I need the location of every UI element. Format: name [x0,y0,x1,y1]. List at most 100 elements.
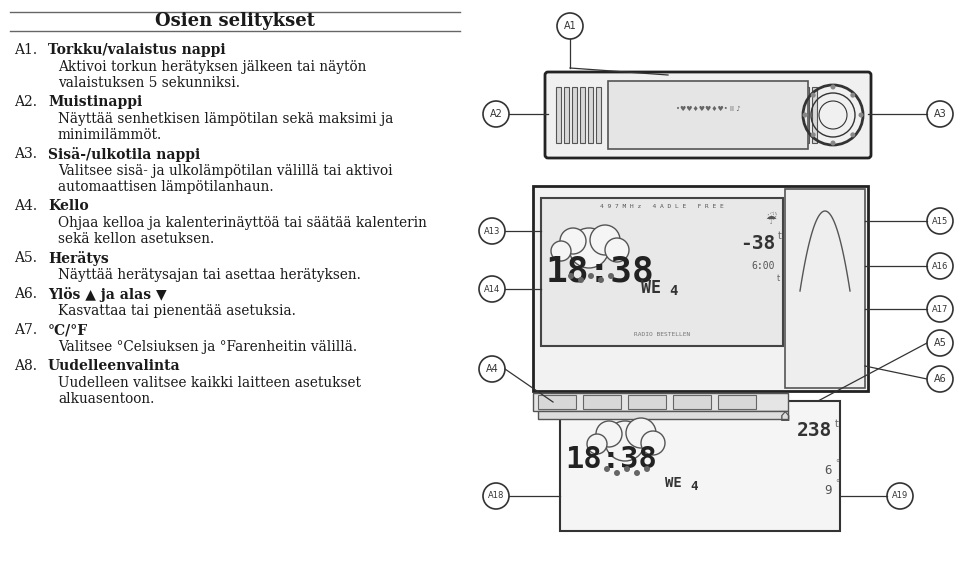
Text: A2: A2 [489,109,503,119]
Text: Valitsee °Celsiuksen ja °Farenheitin välillä.: Valitsee °Celsiuksen ja °Farenheitin väl… [58,340,357,354]
Circle shape [560,228,586,254]
Bar [785,189,865,388]
Bar [538,411,788,419]
Bar [804,87,809,143]
Bar [796,87,801,143]
Bar [538,395,576,409]
Bar [718,395,756,409]
Text: Kello: Kello [48,199,88,213]
Circle shape [810,93,816,98]
Text: 9: 9 [825,485,832,498]
Text: A4: A4 [485,364,499,374]
Circle shape [604,466,610,472]
Circle shape [634,470,640,476]
Text: Aktivoi torkun herätyksen jälkeen tai näytön: Aktivoi torkun herätyksen jälkeen tai nä… [58,60,366,74]
Text: A16: A16 [932,261,948,270]
Text: alkuasentoon.: alkuasentoon. [58,392,154,406]
Text: Herätys: Herätys [48,251,108,266]
Text: RADIO BESTELLEN: RADIO BESTELLEN [634,332,690,337]
Text: t: t [777,274,780,283]
Text: A6.: A6. [14,287,37,301]
Text: WE: WE [641,279,661,297]
Text: 18:38: 18:38 [565,444,657,473]
Text: A8.: A8. [14,359,37,373]
Text: Torkku/valaistus nappi: Torkku/valaistus nappi [48,43,225,57]
Circle shape [851,93,855,98]
Circle shape [605,238,629,262]
Text: A17: A17 [932,305,948,314]
Text: 238: 238 [797,421,832,440]
Text: 4 9 7 M H z   4 A D L E   F R E E: 4 9 7 M H z 4 A D L E F R E E [600,204,724,209]
Text: A3.: A3. [14,147,37,161]
Text: minimilämmöt.: minimilämmöt. [58,128,162,142]
Text: A6: A6 [934,374,947,384]
Bar [572,87,577,143]
Text: 18:38: 18:38 [546,254,655,288]
Text: automaattisen lämpötilanhaun.: automaattisen lämpötilanhaun. [58,180,273,194]
Circle shape [830,140,835,145]
Text: A13: A13 [483,227,501,236]
Circle shape [588,273,594,279]
Bar [541,198,783,346]
Circle shape [587,434,607,454]
Text: Kasvattaa tai pienentää asetuksia.: Kasvattaa tai pienentää asetuksia. [58,304,296,318]
Text: Osien selitykset: Osien selitykset [155,12,315,30]
Text: A4.: A4. [14,199,37,213]
Text: Näyttää senhetkisen lämpötilan sekä maksimi ja: Näyttää senhetkisen lämpötilan sekä maks… [58,112,393,126]
Text: 6: 6 [825,465,832,477]
Bar [556,87,561,143]
Text: °C/°F: °C/°F [48,323,88,337]
Text: A14: A14 [484,284,501,293]
Bar [588,87,593,143]
Text: A1: A1 [564,21,576,31]
Text: ⌂: ⌂ [780,407,790,425]
Text: valaistuksen 5 sekunniksi.: valaistuksen 5 sekunniksi. [58,76,240,90]
Text: A2.: A2. [14,95,37,109]
Text: •♥♥♦♥♥♦♥• II ♪: •♥♥♦♥♥♦♥• II ♪ [676,106,740,112]
Bar [812,87,817,143]
Text: SNOOZE: SNOOZE [637,80,660,85]
Bar [533,186,868,391]
Text: A15: A15 [932,217,948,226]
Text: A19: A19 [892,491,908,500]
Text: sekä kellon asetuksen.: sekä kellon asetuksen. [58,232,214,246]
Text: Ohjaa kelloa ja kalenterinäyttöä tai säätää kalenterin: Ohjaa kelloa ja kalenterinäyttöä tai sää… [58,216,427,230]
Bar [580,87,585,143]
Text: °: ° [835,459,839,468]
Text: Valitsee sisä- ja ulkolämpötilan välillä tai aktivoi: Valitsee sisä- ja ulkolämpötilan välillä… [58,164,392,178]
Bar [564,87,569,143]
Text: A1.: A1. [14,43,37,57]
Bar [628,395,666,409]
Text: Ylös ▲ ja alas ▼: Ylös ▲ ja alas ▼ [48,287,167,302]
Text: A5.: A5. [14,251,37,265]
Bar [533,393,788,411]
Circle shape [551,241,571,261]
Bar [596,87,601,143]
FancyBboxPatch shape [545,72,871,158]
Text: WE: WE [665,476,682,490]
Circle shape [810,132,816,137]
Text: A7.: A7. [14,323,37,337]
Text: A5: A5 [933,338,947,348]
Text: Muistinappi: Muistinappi [48,95,142,109]
Circle shape [598,277,604,283]
Text: t: t [835,419,839,429]
Text: A3: A3 [934,109,947,119]
Circle shape [605,421,645,461]
Bar [608,81,808,149]
Circle shape [624,466,630,472]
Text: Uudelleenvalinta: Uudelleenvalinta [48,359,180,373]
Circle shape [803,113,807,117]
Text: 4: 4 [669,284,677,298]
Text: ☔: ☔ [765,214,777,227]
Text: SLEEP: SLEEP [760,80,776,85]
Circle shape [569,228,609,268]
Circle shape [858,113,863,117]
Circle shape [590,225,620,255]
Text: 6:00: 6:00 [752,261,775,271]
Circle shape [830,85,835,90]
Circle shape [596,421,622,447]
Text: Näyttää herätysajan tai asettaa herätyksen.: Näyttää herätysajan tai asettaa herätyks… [58,268,361,282]
Bar [673,395,711,409]
Text: t: t [778,231,782,241]
